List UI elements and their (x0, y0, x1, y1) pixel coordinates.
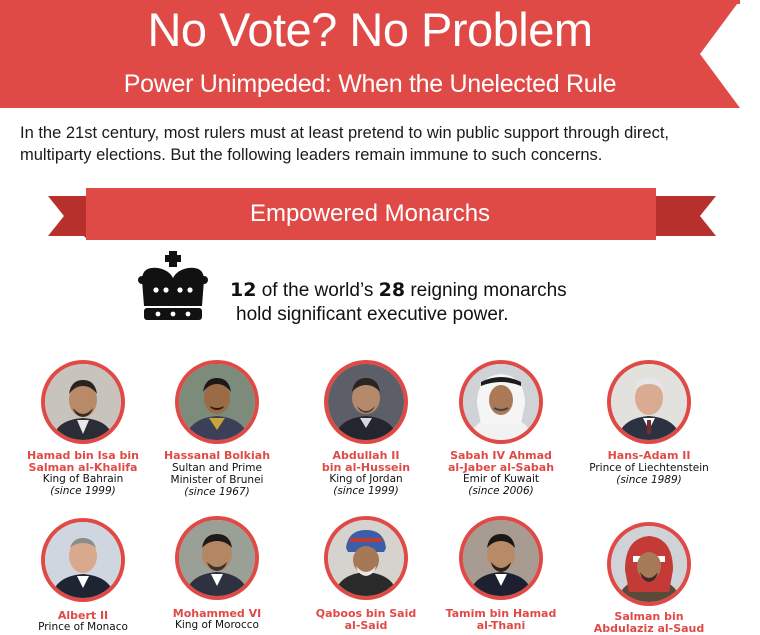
monarch-card: Hassanal Bolkiah Sultan and Prime Ministe… (152, 360, 282, 500)
monarch-title: Sultan and Prime Minister of Brunei (170, 462, 264, 486)
monarch-name: Hassanal Bolkiah (163, 449, 271, 462)
monarch-since: (since 2006) (468, 485, 534, 497)
monarch-name: Salman bin Abdulaziz al-Saud (593, 610, 705, 635)
monarch-card: Hans-Adam II Prince of Liechtenstein (si… (584, 360, 714, 500)
monarch-name: Mohammed VI (172, 607, 262, 620)
monarch-name: Tamim bin Hamad al-Thani (445, 607, 557, 632)
monarch-portrait (459, 516, 543, 600)
stat-text-a: of the world’s (256, 280, 379, 301)
monarch-name: Hans-Adam II (607, 449, 691, 462)
section-title: Empowered Monarchs (249, 200, 491, 227)
stat-text-b: reigning monarchs (405, 280, 567, 301)
monarch-portrait (324, 360, 408, 444)
monarch-name: Hamad bin Isa bin Salman al-Khalifa (27, 449, 139, 474)
monarch-portrait (607, 522, 691, 606)
monarch-portrait (175, 360, 259, 444)
monarch-card: Hamad bin Isa bin Salman al-Khalifa King … (18, 360, 148, 500)
intro-line-2: multiparty elections. But the following … (20, 146, 603, 164)
monarch-card: Salman bin Abdulaziz al-Saud (584, 522, 714, 634)
monarch-name: Qaboos bin Said al-Said (315, 607, 417, 632)
monarch-title: Prince of Liechtenstein (589, 462, 709, 474)
intro-line-1: In the 21st century, most rulers must at… (20, 124, 670, 142)
monarch-card: Albert II Prince of Monaco (18, 518, 148, 633)
monarch-name: Abdullah II bin al-Hussein (321, 449, 411, 474)
monarch-name: Sabah IV Ahmad al-Jaber al-Sabah (447, 449, 555, 474)
page-subtitle: Power Unimpeded: When the Unelected Rule (123, 70, 617, 98)
monarch-portrait (607, 360, 691, 444)
monarch-since: (since 1999) (50, 485, 116, 497)
monarch-card: Sabah IV Ahmad al-Jaber al-Sabah Emir of … (436, 360, 566, 500)
monarch-title: King of Jordan (329, 473, 403, 485)
monarch-title: King of Bahrain (42, 473, 124, 485)
crown-icon (136, 250, 210, 324)
monarch-card: Abdullah II bin al-Hussein King of Jordan… (301, 360, 431, 500)
monarch-count: 12 (230, 279, 257, 301)
monarch-name: Albert II (57, 609, 109, 622)
section-ribbon (48, 188, 716, 240)
monarch-since: (since 1967) (184, 486, 250, 498)
monarch-title: King of Morocco (175, 619, 259, 631)
monarch-card: Tamim bin Hamad al-Thani (436, 516, 566, 632)
monarch-portrait (459, 360, 543, 444)
monarch-stat-line-2: hold significant executive power. (236, 304, 509, 325)
monarch-portrait (41, 360, 125, 444)
monarch-card: Mohammed VI King of Morocco (152, 516, 282, 631)
monarch-card: Qaboos bin Said al-Said (301, 516, 431, 632)
page-title: No Vote? No Problem (147, 3, 593, 56)
monarch-since: (since 1989) (616, 474, 682, 486)
title-ribbon (0, 0, 740, 108)
monarch-title: Prince of Monaco (38, 621, 128, 633)
monarch-total: 28 (378, 279, 406, 301)
monarch-portrait (324, 516, 408, 600)
monarch-since: (since 1999) (333, 485, 399, 497)
monarch-portrait (41, 518, 125, 602)
title-banner: No Vote? No Problem Power Unimpeded: Whe… (0, 0, 760, 112)
section-banner: Empowered Monarchs (0, 186, 760, 244)
intro-paragraph: In the 21st century, most rulers must at… (20, 122, 750, 166)
monarch-title: Emir of Kuwait (463, 473, 539, 485)
monarch-portrait (175, 516, 259, 600)
monarch-stat: 12 of the world’s 28 reigning monarchs (230, 279, 567, 302)
